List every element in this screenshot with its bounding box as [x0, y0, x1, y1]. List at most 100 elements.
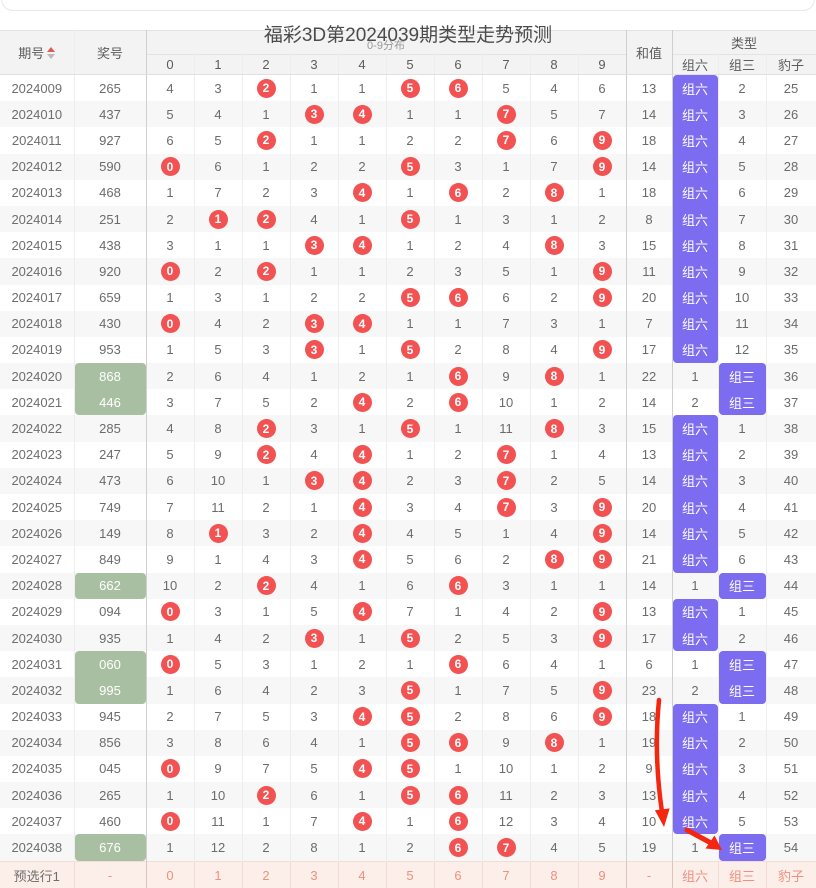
- san-cell: 3: [718, 755, 767, 783]
- preselect-row: 预选行1-0 1 2 3 4 5 6 7 8 9- 组六 组三 豹子: [0, 860, 816, 888]
- digit-cell: 6: [434, 808, 483, 835]
- preselect-digit-1[interactable]: 1: [194, 860, 243, 888]
- digit-cell: 4: [290, 441, 339, 468]
- preselect-bao[interactable]: 豹子: [766, 860, 816, 888]
- sum-cell: 22: [626, 363, 673, 390]
- bao-cell: 52: [766, 782, 816, 809]
- col-header-issue[interactable]: 期号: [0, 30, 75, 75]
- digit-cell: 9: [578, 127, 627, 154]
- preselect-digit-7[interactable]: 7: [482, 860, 531, 888]
- preselect-digit-5[interactable]: 5: [386, 860, 435, 888]
- digit-cell: 4: [530, 336, 579, 364]
- san-cell: 6: [718, 179, 767, 206]
- preselect-liu[interactable]: 组六: [672, 860, 719, 888]
- preselect-digit-0[interactable]: 0: [146, 860, 195, 888]
- digit-cell: 3: [290, 232, 339, 259]
- digit-cell: 8: [530, 179, 579, 206]
- digit-cell: 2: [290, 520, 339, 547]
- table-row: 2024021 446 3 7 5 2 4 2 6 10 1 2 14 2 组三 37: [0, 389, 816, 416]
- digit-cell: 4: [530, 834, 579, 862]
- table-row: 2024027 849 9 1 4 3 4 5 6 2 8 9 21 组六 6 43: [0, 546, 816, 573]
- digit-cell: 5: [434, 520, 483, 547]
- preselect-digit-4[interactable]: 4: [338, 860, 387, 888]
- san-cell: 5: [718, 520, 767, 547]
- digit-cell: 3: [578, 415, 627, 442]
- digit-cell: 6: [434, 389, 483, 416]
- digit-cell: 5: [386, 284, 435, 311]
- preselect-digit-9[interactable]: 9: [578, 860, 627, 888]
- hit-ball: 4: [352, 523, 372, 543]
- number-cell: 659: [74, 284, 147, 311]
- liu-cell: 组六: [672, 232, 719, 259]
- digit-cell: 9: [578, 598, 627, 625]
- number-cell: 446: [74, 389, 147, 416]
- preselect-digit-6[interactable]: 6: [434, 860, 483, 888]
- digit-cell: 1: [338, 205, 387, 233]
- digit-cell: 1: [146, 179, 195, 206]
- digit-cell: 1: [146, 624, 195, 652]
- digit-cell: 1: [434, 101, 483, 128]
- table-row: 2024026 149 8 1 3 2 4 4 5 1 4 9 14 组六 5 42: [0, 520, 816, 547]
- digit-cell: 11: [194, 808, 243, 835]
- issue-cell: 2024010: [0, 101, 75, 128]
- table-row: 2024020 868 2 6 4 1 2 1 6 9 8 1 22 1 组三 36: [0, 363, 816, 390]
- hit-ball: 6: [448, 811, 468, 831]
- issue-cell: 2024017: [0, 284, 75, 311]
- table-row: 2024009 265 4 3 2 1 1 5 6 5 4 6 13 组六 2 25: [0, 74, 816, 102]
- liu-cell: 组六: [672, 729, 719, 756]
- digit-cell: 1: [482, 153, 531, 180]
- digit-cell: 4: [146, 415, 195, 442]
- sort-icon[interactable]: [47, 46, 56, 59]
- digit-cell: 1: [242, 808, 291, 835]
- table-row: 2024013 468 1 7 2 3 4 1 6 2 8 1 18 组六 6 29: [0, 179, 816, 206]
- digit-cell: 1: [578, 651, 627, 678]
- issue-cell: 2024036: [0, 782, 75, 809]
- digit-cell: 3: [434, 467, 483, 494]
- col-header-digit-6: 6: [434, 54, 483, 75]
- digit-cell: 8: [482, 336, 531, 364]
- digit-cell: 5: [146, 101, 195, 128]
- number-cell: 265: [74, 782, 147, 809]
- liu-cell: 1: [672, 572, 719, 599]
- table-row: 2024033 945 2 7 5 3 4 5 2 8 6 9 18 组六 1 49: [0, 703, 816, 730]
- digit-cell: 8: [146, 520, 195, 547]
- san-cell: 1: [718, 703, 767, 730]
- bao-cell: 44: [766, 572, 816, 599]
- preselect-digit-8[interactable]: 8: [530, 860, 579, 888]
- issue-cell: 2024020: [0, 363, 75, 390]
- digit-cell: 5: [386, 336, 435, 364]
- hit-ball: 8: [544, 183, 564, 203]
- digit-cell: 5: [386, 729, 435, 756]
- preselect-number-cell: -: [74, 860, 147, 888]
- san-cell: 11: [718, 310, 767, 337]
- digit-cell: 2: [146, 363, 195, 390]
- sum-cell: 18: [626, 179, 673, 206]
- digit-cell: 10: [146, 572, 195, 599]
- preselect-digit-3[interactable]: 3: [290, 860, 339, 888]
- table-body: 2024009 265 4 3 2 1 1 5 6 5 4 6 13 组六 2 25 2024010 437 5 4 1…: [0, 74, 816, 862]
- sum-cell: 14: [626, 153, 673, 180]
- issue-cell: 2024031: [0, 651, 75, 678]
- hit-ball: 6: [448, 392, 468, 412]
- digit-cell: 10: [482, 755, 531, 783]
- number-cell: 868: [74, 363, 147, 390]
- hit-ball: 9: [592, 157, 612, 177]
- digit-cell: 1: [530, 755, 579, 783]
- digit-cell: 1: [386, 232, 435, 259]
- table-row: 2024035 045 0 9 7 5 4 5 1 10 1 2 9 组六 3 51: [0, 755, 816, 783]
- sum-cell: 10: [626, 808, 673, 835]
- issue-cell: 2024023: [0, 441, 75, 468]
- issue-cell: 2024038: [0, 834, 75, 862]
- table-row: 2024031 060 0 5 3 1 2 1 6 6 4 1 6 1 组三 47: [0, 651, 816, 678]
- issue-cell: 2024018: [0, 310, 75, 337]
- preselect-digit-2[interactable]: 2: [242, 860, 291, 888]
- sum-cell: 15: [626, 415, 673, 442]
- hit-ball: 7: [496, 445, 516, 465]
- digit-cell: 6: [530, 703, 579, 730]
- preselect-san[interactable]: 组三: [718, 860, 767, 888]
- digit-cell: 1: [434, 205, 483, 233]
- issue-cell: 2024024: [0, 467, 75, 494]
- table-row: 2024029 094 0 3 1 5 4 7 1 4 2 9 13 组六 1 45: [0, 598, 816, 625]
- digit-cell: 3: [530, 494, 579, 521]
